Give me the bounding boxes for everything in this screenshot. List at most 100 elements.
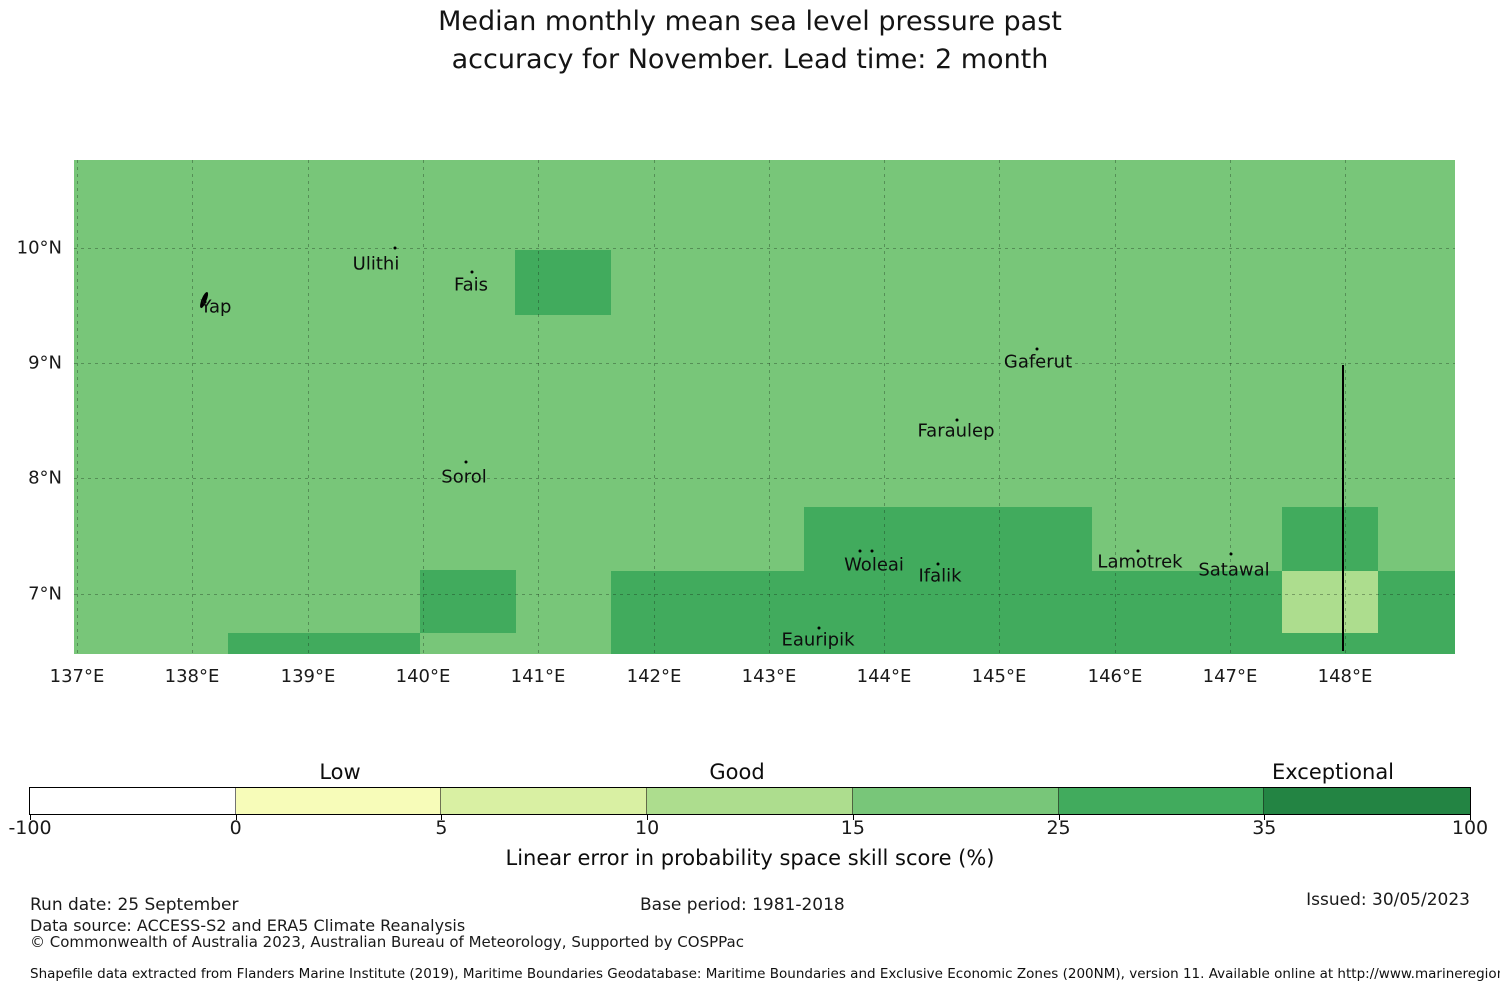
y-tick-9°N: 9°N (28, 352, 62, 374)
x-tick-146°E: 146°E (1087, 666, 1143, 687)
title-line-1: Median monthly mean sea level pressure p… (438, 6, 1062, 37)
colorbar-tick-label-25: 25 (1046, 817, 1071, 839)
island-dot-sorol (464, 460, 468, 464)
shapefile-attribution-text: Shapefile data extracted from Flanders M… (30, 966, 1500, 982)
gridline-7°N (74, 594, 1455, 595)
copyright-text: © Commonwealth of Australia 2023, Austra… (30, 933, 744, 951)
gridline-137°E (77, 160, 78, 654)
gridline-147°E (1230, 160, 1231, 654)
colorbar-tick-label-10: 10 (635, 817, 660, 839)
island-label-gaferut: Gaferut (1003, 351, 1073, 373)
gridline-139°E (308, 160, 309, 654)
island-label-eauripik: Eauripik (781, 629, 855, 651)
island-dot-woleai (858, 549, 862, 553)
island-label-woleai: Woleai (844, 554, 904, 576)
base-period-text: Base period: 1981-2018 (640, 895, 845, 915)
island-label-ulithi: Ulithi (352, 253, 400, 275)
gridline-9°N (74, 363, 1455, 364)
skill-patch-strip-southwest (228, 633, 420, 654)
x-tick-147°E: 147°E (1202, 666, 1258, 687)
island-dot-woleai-1 (870, 549, 874, 553)
island-label-ifalik: Ifalik (918, 565, 962, 587)
issued-date-text: Issued: 30/05/2023 (1306, 890, 1470, 910)
page-title: Median monthly mean sea level pressure p… (0, 3, 1500, 79)
island-dot-satawal (1229, 552, 1233, 556)
colorbar-tick-0 (235, 815, 237, 820)
gridline-146°E (1115, 160, 1116, 654)
gridline-138°E (192, 160, 193, 654)
island-dot-lamotrek (1136, 549, 1140, 553)
island-label-satawal: Satawal (1198, 559, 1270, 581)
title-line-2: accuracy for November. Lead time: 2 mont… (451, 44, 1049, 75)
skill-patch-block-woleai-main (804, 507, 1092, 654)
run-date-text: Run date: 25 September (30, 895, 239, 915)
island-label-faraulep: Faraulep (917, 420, 995, 442)
colorbar-category-good: Good (709, 760, 765, 784)
colorbar-tick-label-15: 15 (840, 817, 865, 839)
colorbar-tick-label-100: 100 (1451, 817, 1489, 839)
x-tick-143°E: 143°E (741, 666, 797, 687)
colorbar-axis-label: Linear error in probability space skill … (505, 846, 995, 870)
data-source-text: Data source: ACCESS-S2 and ERA5 Climate … (30, 916, 466, 935)
colorbar-tick-35 (1264, 815, 1266, 820)
colorbar-tick-100 (1470, 815, 1471, 820)
colorbar-segment-0 (30, 788, 236, 814)
skill-patch-strip-satawal-south (1282, 633, 1378, 654)
gridline-142°E (654, 160, 655, 654)
skill-patch-block-lamotrek (1092, 571, 1282, 654)
colorbar-tick-5 (441, 815, 443, 820)
gridline-140°E (423, 160, 424, 654)
x-tick-139°E: 139°E (280, 666, 336, 687)
gridline-141°E (538, 160, 539, 654)
colorbar-segment-2 (441, 788, 648, 814)
skill-patch-cell-satawal-upper (1282, 507, 1378, 571)
island-dot-eauripik (817, 626, 821, 630)
skill-patch-block-southeast (1378, 571, 1455, 654)
island-label-yap: Yap (200, 296, 232, 318)
y-tick-10°N: 10°N (16, 237, 62, 259)
map-canvas: Yap Ulithi Fais Sorol Gaferut Faraulep Woleai I… (74, 160, 1455, 654)
colorbar-segment-4 (852, 788, 1059, 814)
colorbar-category-low: Low (319, 760, 361, 784)
x-tick-138°E: 138°E (164, 666, 220, 687)
y-tick-8°N: 8°N (28, 467, 62, 489)
colorbar-tick-label--100: -100 (8, 817, 52, 839)
colorbar (29, 787, 1471, 815)
skill-patch-cell-140e (420, 570, 516, 633)
gridline-10°N (74, 248, 1455, 249)
island-label-fais: Fais (453, 274, 489, 296)
colorbar-tick-label-5: 5 (435, 817, 448, 839)
island-dot-gaferut (1035, 347, 1039, 351)
colorbar-tick--100 (30, 815, 31, 820)
colorbar-tick-10 (647, 815, 649, 820)
x-tick-137°E: 137°E (49, 666, 105, 687)
skill-patch-block-woleai-west (611, 571, 804, 654)
skill-patch-cell-satawal-pale (1282, 571, 1378, 633)
island-dot-fais (470, 270, 474, 274)
island-label-sorol: Sorol (441, 466, 487, 488)
eez-boundary-line (1342, 365, 1344, 651)
colorbar-tick-label-0: 0 (229, 817, 242, 839)
colorbar-tick-15 (852, 815, 854, 820)
skill-patch-cell-fais (515, 250, 611, 315)
gridline-8°N (74, 478, 1455, 479)
gridline-148°E (1345, 160, 1346, 654)
island-label-lamotrek: Lamotrek (1097, 551, 1183, 573)
gridline-143°E (769, 160, 770, 654)
x-tick-148°E: 148°E (1317, 666, 1373, 687)
colorbar-segment-5 (1058, 788, 1265, 814)
gridline-145°E (999, 160, 1000, 654)
x-tick-140°E: 140°E (395, 666, 451, 687)
x-tick-144°E: 144°E (856, 666, 912, 687)
island-dot-ulithi (393, 246, 397, 250)
island-dot-ifalik (936, 562, 940, 566)
colorbar-tick-25 (1058, 815, 1060, 820)
y-tick-7°N: 7°N (28, 583, 62, 605)
colorbar-segment-1 (235, 788, 442, 814)
colorbar-category-exceptional: Exceptional (1271, 760, 1395, 784)
x-tick-145°E: 145°E (971, 666, 1027, 687)
x-tick-141°E: 141°E (510, 666, 566, 687)
colorbar-tick-label-35: 35 (1252, 817, 1277, 839)
island-dot-faraulep (955, 418, 959, 422)
gridline-144°E (884, 160, 885, 654)
